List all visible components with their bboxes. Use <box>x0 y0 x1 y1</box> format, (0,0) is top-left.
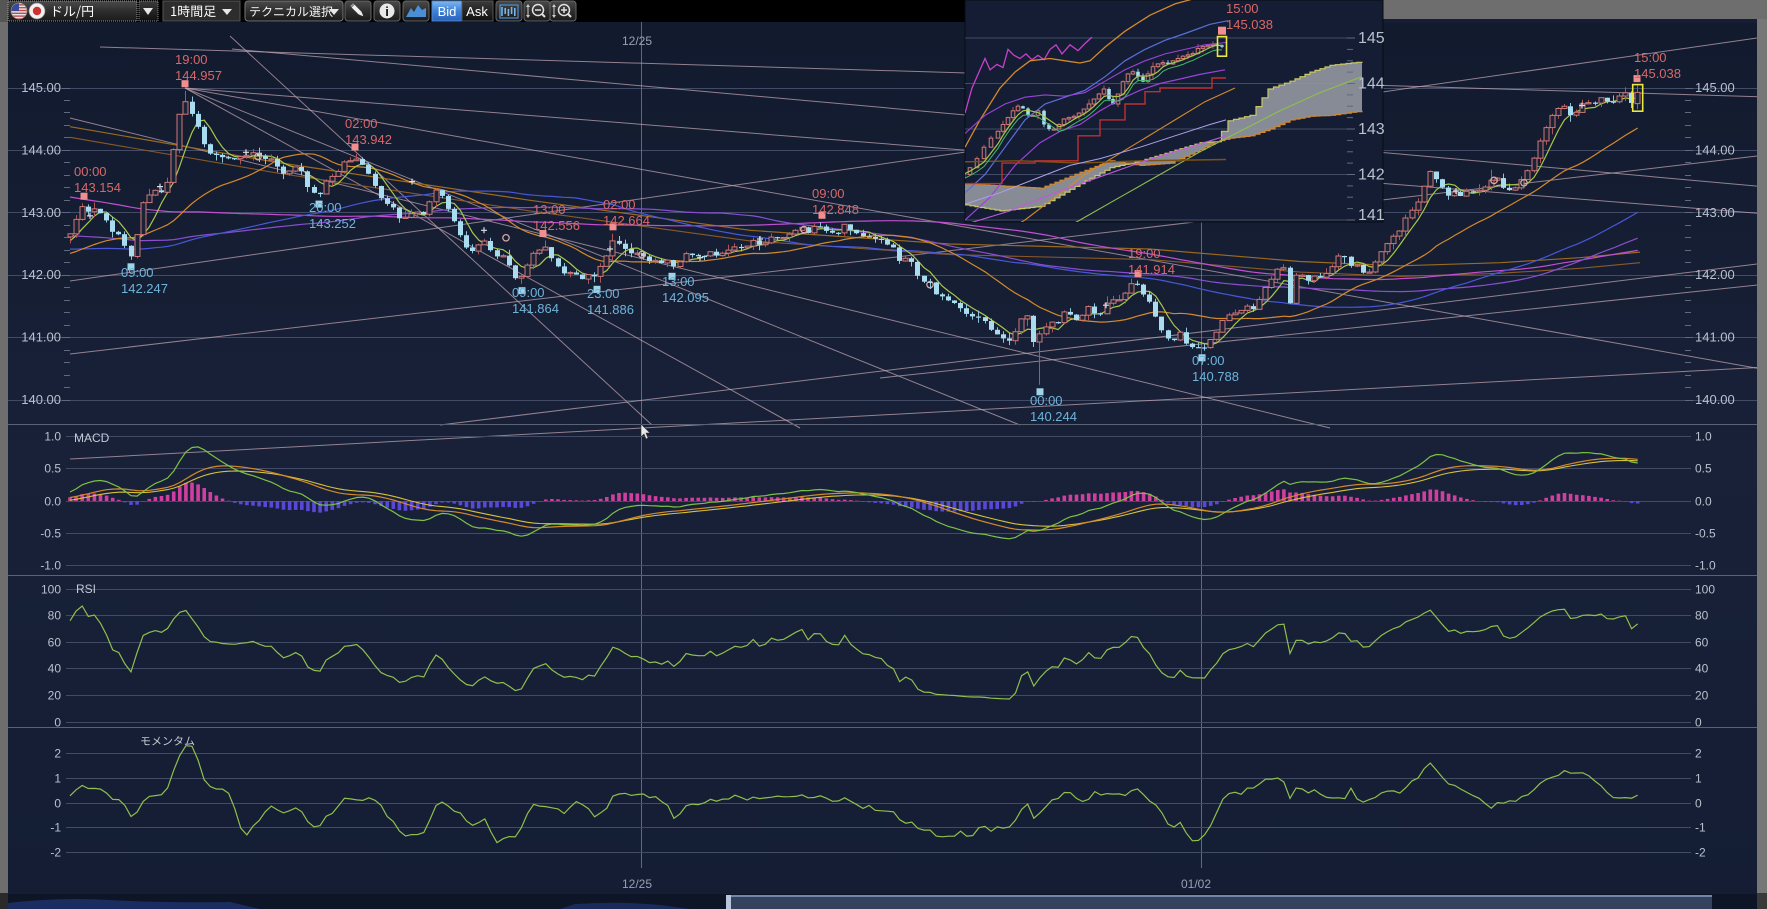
svg-text:100: 100 <box>41 583 61 597</box>
svg-text:142.848: 142.848 <box>812 202 859 217</box>
svg-text:141.914: 141.914 <box>1128 262 1175 277</box>
svg-text:RSI: RSI <box>76 582 96 596</box>
svg-text:145.038: 145.038 <box>1226 17 1273 32</box>
svg-text:09:00: 09:00 <box>512 285 545 300</box>
svg-text:141: 141 <box>1358 207 1385 224</box>
svg-text:143.00: 143.00 <box>1695 205 1735 220</box>
svg-text:145.00: 145.00 <box>1695 80 1735 95</box>
svg-text:140.244: 140.244 <box>1030 409 1077 424</box>
svg-text:0.5: 0.5 <box>44 462 61 476</box>
svg-text:144.957: 144.957 <box>175 68 222 83</box>
svg-text:0.5: 0.5 <box>1695 462 1712 476</box>
svg-text:80: 80 <box>1695 609 1709 623</box>
svg-text:141.864: 141.864 <box>512 301 559 316</box>
svg-text:20:00: 20:00 <box>309 200 342 215</box>
svg-text:-0.5: -0.5 <box>40 527 61 541</box>
svg-text:145.00: 145.00 <box>21 80 61 95</box>
svg-text:-1.0: -1.0 <box>40 559 61 573</box>
svg-text:02:00: 02:00 <box>603 197 636 212</box>
svg-text:80: 80 <box>48 609 62 623</box>
svg-text:12/25: 12/25 <box>622 34 652 48</box>
svg-text:-1: -1 <box>50 821 61 835</box>
svg-text:143.252: 143.252 <box>309 216 356 231</box>
svg-text:141.00: 141.00 <box>21 330 61 345</box>
svg-text:142.00: 142.00 <box>1695 267 1735 282</box>
svg-text:07:00: 07:00 <box>1192 353 1225 368</box>
svg-text:0.0: 0.0 <box>44 495 61 509</box>
svg-text:144: 144 <box>1358 76 1385 93</box>
svg-text:-1: -1 <box>1695 821 1706 835</box>
svg-text:140.788: 140.788 <box>1192 369 1239 384</box>
svg-text:01/02: 01/02 <box>1181 877 1211 891</box>
svg-text:144.00: 144.00 <box>21 142 61 157</box>
svg-text:13:00: 13:00 <box>533 202 566 217</box>
svg-text:15:00: 15:00 <box>1226 1 1259 16</box>
svg-text:144.00: 144.00 <box>1695 142 1735 157</box>
svg-text:19:00: 19:00 <box>1128 246 1161 261</box>
svg-text:15:00: 15:00 <box>1634 50 1667 65</box>
svg-text:19:00: 19:00 <box>175 52 208 67</box>
svg-text:142.664: 142.664 <box>603 213 650 228</box>
svg-text:142: 142 <box>1358 167 1385 184</box>
svg-text:12/25: 12/25 <box>622 877 652 891</box>
svg-text:60: 60 <box>1695 636 1709 650</box>
svg-text:0: 0 <box>1695 716 1702 730</box>
svg-text:0: 0 <box>54 797 61 811</box>
svg-text:20: 20 <box>48 689 62 703</box>
svg-text:60: 60 <box>48 636 62 650</box>
svg-text:142.00: 142.00 <box>21 267 61 282</box>
svg-text:09:00: 09:00 <box>121 265 154 280</box>
svg-text:40: 40 <box>48 662 62 676</box>
svg-text:Ask: Ask <box>466 4 488 19</box>
svg-text:00:00: 00:00 <box>74 164 107 179</box>
svg-text:40: 40 <box>1695 662 1709 676</box>
svg-text:1: 1 <box>54 772 61 786</box>
svg-text:0: 0 <box>54 716 61 730</box>
svg-text:140.00: 140.00 <box>1695 392 1735 407</box>
svg-text:23:00: 23:00 <box>587 286 620 301</box>
svg-text:100: 100 <box>1695 583 1715 597</box>
svg-text:2: 2 <box>1695 747 1702 761</box>
svg-text:-0.5: -0.5 <box>1695 527 1716 541</box>
svg-text:143: 143 <box>1358 121 1385 138</box>
svg-text:143.154: 143.154 <box>74 180 121 195</box>
svg-text:140.00: 140.00 <box>21 392 61 407</box>
svg-text:Bid: Bid <box>438 4 457 19</box>
svg-text:143.942: 143.942 <box>345 132 392 147</box>
svg-text:142.247: 142.247 <box>121 281 168 296</box>
svg-text:1: 1 <box>1695 772 1702 786</box>
svg-text:145.038: 145.038 <box>1634 66 1681 81</box>
svg-text:02:00: 02:00 <box>345 116 378 131</box>
svg-text:-2: -2 <box>1695 846 1706 860</box>
svg-text:i: i <box>385 4 389 19</box>
svg-text:143.00: 143.00 <box>21 205 61 220</box>
svg-text:142.556: 142.556 <box>533 218 580 233</box>
svg-text:141.886: 141.886 <box>587 302 634 317</box>
svg-text:-2: -2 <box>50 846 61 860</box>
svg-text:145: 145 <box>1358 30 1385 47</box>
svg-text:00:00: 00:00 <box>1030 393 1063 408</box>
svg-text:20: 20 <box>1695 689 1709 703</box>
svg-text:1.0: 1.0 <box>1695 430 1712 444</box>
svg-text:141.00: 141.00 <box>1695 330 1735 345</box>
svg-text:0.0: 0.0 <box>1695 495 1712 509</box>
svg-text:0: 0 <box>1695 797 1702 811</box>
svg-text:-1.0: -1.0 <box>1695 559 1716 573</box>
svg-text:13:00: 13:00 <box>662 274 695 289</box>
svg-text:142.095: 142.095 <box>662 290 709 305</box>
svg-text:2: 2 <box>54 747 61 761</box>
svg-text:09:00: 09:00 <box>812 186 845 201</box>
svg-text:1.0: 1.0 <box>44 430 61 444</box>
svg-text:MACD: MACD <box>74 431 110 445</box>
